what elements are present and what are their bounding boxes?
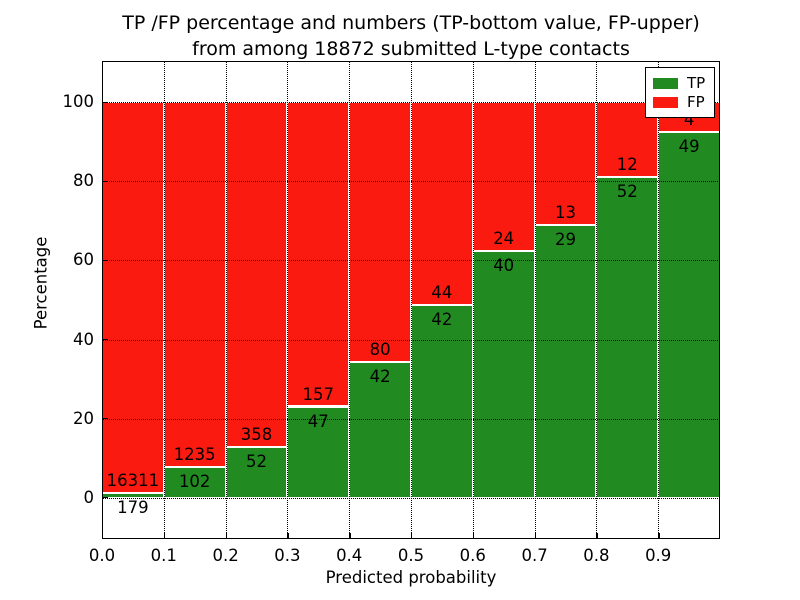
grid-line-vertical	[349, 61, 351, 539]
y-tick-label: 0	[83, 487, 95, 507]
y-tick-mark	[102, 338, 108, 341]
x-tick-label: 0.3	[274, 546, 301, 565]
y-tick-mark	[102, 180, 108, 183]
grid-line-horizontal	[102, 181, 720, 183]
x-tick-mark	[472, 533, 475, 539]
x-tick-mark	[349, 533, 351, 539]
tp-count-label: 29	[555, 229, 576, 249]
x-tick-label: 0.4	[336, 546, 363, 565]
chart-title: TP /FP percentage and numbers (TP-bottom…	[102, 10, 720, 62]
y-tick-label: 80	[73, 171, 94, 191]
fp-count-label: 13	[555, 202, 576, 222]
plot-area: 16311 179 1235 102 358 52 157 47 80 42 44 42 24 40 13 2…	[63, 61, 720, 565]
x-tick-label: 0.6	[459, 546, 486, 565]
legend-label-fp: FP	[687, 93, 705, 111]
y-tick-label: 60	[73, 250, 94, 270]
fp-count-label: 16311	[106, 471, 160, 491]
fp-count-label: 4	[683, 110, 695, 130]
x-tick-label: 0.8	[583, 546, 610, 565]
grid-line-horizontal	[102, 418, 720, 420]
fp-count-label: 80	[369, 339, 391, 359]
tp-count-label: 52	[246, 452, 267, 472]
x-tick-label: 0.5	[397, 546, 425, 565]
tp-count-label: 47	[307, 411, 329, 431]
grid-line-vertical	[225, 61, 227, 539]
grid-line-horizontal	[102, 339, 720, 341]
bar-segment-fp	[411, 102, 473, 305]
grid-line-vertical	[534, 61, 536, 539]
x-tick-mark	[163, 533, 166, 539]
x-tick-mark	[102, 533, 104, 539]
grid-line-vertical	[596, 61, 598, 539]
bar-segment-fp	[225, 102, 288, 448]
x-tick-mark	[658, 533, 660, 539]
x-tick-label: 0.7	[521, 546, 548, 565]
y-tick-label: 20	[73, 408, 94, 428]
y-tick-label: 40	[73, 329, 94, 349]
bar-segment-tp	[534, 224, 597, 498]
tp-count-label: 42	[431, 309, 453, 329]
bar-segment-fp	[163, 102, 226, 468]
fp-count-label: 358	[240, 425, 273, 445]
bar-segment-tp	[472, 250, 535, 498]
x-tick-mark	[411, 533, 413, 539]
tp-count-label: 49	[678, 137, 700, 157]
tp-count-label: 52	[616, 181, 638, 201]
x-tick-label: 0.0	[88, 546, 116, 565]
bar-segment-tp	[411, 304, 473, 498]
bar-segment-tp	[225, 447, 288, 498]
tp-count-label: 179	[117, 498, 149, 518]
grid-line-horizontal	[102, 102, 720, 104]
grid-line-horizontal	[102, 497, 720, 499]
grid-line-vertical	[411, 61, 412, 539]
bar-segment-tp	[658, 132, 720, 498]
grid-line-vertical	[163, 61, 165, 539]
bar-segment-fp	[287, 102, 350, 407]
bar-segment-tp	[163, 467, 226, 498]
fp-count-label: 157	[302, 384, 335, 404]
grid-line-vertical	[287, 61, 289, 539]
bar-segment-fp	[472, 102, 535, 251]
x-tick-label: 0.9	[645, 546, 672, 565]
fp-count-label: 44	[431, 282, 453, 302]
legend-swatch-fp	[653, 97, 678, 108]
x-tick-label: 0.1	[150, 546, 177, 565]
grid-line-vertical	[658, 61, 660, 539]
x-tick-mark	[596, 533, 598, 539]
tp-count-label: 42	[369, 366, 391, 386]
y-tick-mark	[102, 417, 108, 420]
grid-line-vertical	[472, 61, 474, 539]
fp-count-label: 24	[493, 228, 515, 248]
x-tick-mark	[287, 533, 289, 539]
legend: TP FP	[645, 67, 715, 118]
x-axis-label: Predicted probability	[325, 568, 497, 587]
bar-segment-fp	[102, 102, 164, 494]
y-tick-label: 100	[62, 92, 95, 112]
bar-segment-tp	[596, 176, 659, 498]
chart-title-line2: from among 18872 submitted L-type contac…	[192, 38, 630, 60]
x-tick-label: 0.2	[212, 546, 239, 565]
fp-count-label: 1235	[173, 445, 216, 465]
x-tick-mark	[534, 533, 536, 539]
tp-count-label: 40	[493, 255, 515, 275]
y-tick-mark	[102, 101, 108, 104]
legend-entry-fp: FP	[653, 94, 707, 111]
legend-entry-tp: TP	[653, 75, 707, 92]
tp-count-label: 102	[178, 472, 211, 492]
y-tick-mark	[102, 496, 108, 499]
y-tick-mark	[102, 259, 108, 262]
fp-count-label: 12	[616, 154, 638, 174]
grid-line-horizontal	[102, 260, 720, 262]
x-tick-mark	[225, 533, 227, 539]
legend-swatch-tp	[653, 78, 678, 89]
chart-title-line1: TP /FP percentage and numbers (TP-bottom…	[122, 12, 700, 34]
legend-label-tp: TP	[687, 74, 706, 92]
